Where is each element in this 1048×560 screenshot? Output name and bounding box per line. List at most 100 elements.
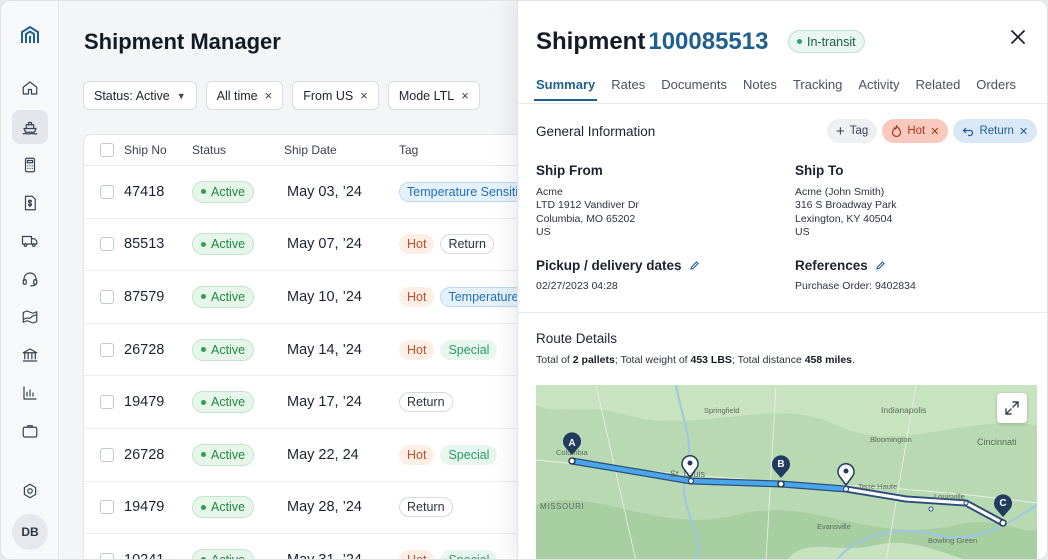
tag-special[interactable]: Special — [440, 444, 498, 465]
ship-number-cell[interactable]: 19479 — [124, 499, 165, 516]
filter-chip-time[interactable]: All time × — [205, 81, 284, 110]
route-summary: Total of 2 pallets; Total weight of 453 … — [536, 354, 855, 366]
headset-icon[interactable] — [12, 262, 48, 296]
status-dot-icon — [201, 557, 206, 559]
table-row[interactable]: 19479 Active May 28, ’24 Return — [84, 482, 602, 535]
map-marker-c[interactable]: C — [994, 494, 1012, 527]
map-marker-a[interactable]: A — [563, 432, 581, 465]
tab-rates[interactable]: Rates — [611, 77, 646, 92]
close-icon[interactable]: × — [461, 88, 469, 103]
tag-hot[interactable]: Hot ✕ — [882, 119, 949, 143]
tags-cell: Hot Return — [399, 234, 602, 255]
row-checkbox[interactable] — [100, 237, 114, 252]
tags-cell: Hot Special — [399, 339, 602, 360]
status-badge: Active — [192, 180, 255, 203]
tag-return[interactable]: Return — [440, 234, 494, 255]
table-row[interactable]: 47418 Active May 03, ’24 Temperature Sensit… — [84, 166, 602, 219]
tag-special[interactable]: Special — [440, 549, 498, 559]
tag-return[interactable]: Return ✕ — [953, 119, 1038, 143]
bank-icon[interactable] — [12, 338, 48, 372]
tag-temp[interactable]: Temperature Sensitive — [399, 181, 540, 202]
home-icon[interactable] — [12, 71, 48, 105]
table-row[interactable]: 26728 Active May 14, ’24 Hot Special — [84, 324, 602, 377]
filter-chip-origin[interactable]: From US × — [292, 81, 379, 110]
column-header-ship-no[interactable]: Ship No — [124, 143, 167, 157]
row-checkbox[interactable] — [100, 184, 114, 199]
ship-number-cell[interactable]: 85513 — [124, 236, 165, 253]
remove-tag-icon[interactable]: ✕ — [930, 125, 940, 138]
column-header-status[interactable]: Status — [192, 143, 227, 157]
table-row[interactable]: 10241 Active May 31, ’24 Hot Special — [84, 534, 602, 560]
tab-orders[interactable]: Orders — [976, 77, 1017, 92]
tab-notes[interactable]: Notes — [742, 77, 777, 92]
tag-return[interactable]: Return — [399, 497, 453, 518]
map-icon[interactable] — [12, 300, 48, 334]
tab-documents[interactable]: Documents — [661, 77, 727, 92]
row-checkbox[interactable] — [100, 395, 114, 410]
row-checkbox[interactable] — [100, 552, 114, 559]
map-pin-icon[interactable] — [837, 462, 855, 487]
ship-date-cell: May 07, ’24 — [287, 236, 362, 253]
status-badge: In-transit — [788, 30, 865, 53]
filter-chip-mode[interactable]: Mode LTL × — [387, 81, 480, 110]
edit-icon[interactable] — [689, 260, 700, 271]
close-icon[interactable]: × — [264, 88, 273, 103]
row-checkbox[interactable] — [100, 289, 114, 304]
tag-hot[interactable]: Hot — [399, 444, 435, 465]
add-tag-button[interactable]: + Tag — [827, 119, 878, 143]
table-row[interactable]: 19479 Active May 17, ’24 Return — [84, 376, 602, 429]
filter-chip-label: From US — [303, 88, 354, 103]
tag-hot[interactable]: Hot — [399, 286, 435, 307]
row-checkbox[interactable] — [100, 447, 114, 462]
column-header-ship-date[interactable]: Ship Date — [284, 143, 337, 157]
avatar[interactable]: DB — [12, 514, 48, 550]
tab-activity[interactable]: Activity — [858, 77, 900, 92]
table-row[interactable]: 26728 Active May 22, 24 Hot Special — [84, 429, 602, 482]
ship-number-cell[interactable]: 26728 — [124, 446, 165, 463]
tab-tracking[interactable]: Tracking — [792, 77, 843, 92]
remove-tag-icon[interactable]: ✕ — [1018, 125, 1029, 138]
app-logo-icon[interactable] — [19, 25, 41, 47]
ship-number-cell[interactable]: 26728 — [124, 341, 165, 358]
address-line: 316 S Broadway Park — [795, 199, 897, 212]
calculator-icon[interactable] — [12, 148, 48, 182]
ship-number-cell[interactable]: 47418 — [124, 183, 165, 200]
select-all-checkbox[interactable] — [100, 143, 114, 157]
map-marker-b[interactable]: B — [772, 455, 790, 488]
status-badge: Active — [192, 391, 255, 414]
table-row[interactable]: 85513 Active May 07, ’24 Hot Return — [84, 219, 602, 272]
row-checkbox[interactable] — [100, 342, 114, 357]
settings-icon[interactable] — [12, 474, 48, 508]
truck-icon[interactable] — [12, 224, 48, 258]
chart-icon[interactable] — [12, 376, 48, 410]
close-panel-button[interactable] — [1008, 28, 1028, 48]
ship-number-cell[interactable]: 19479 — [124, 394, 165, 411]
tag-return[interactable]: Return — [399, 392, 453, 413]
ship-date-cell: May 10, ’24 — [287, 288, 362, 305]
expand-map-button[interactable] — [997, 393, 1027, 423]
tags-cell: Return — [399, 497, 602, 518]
invoice-icon[interactable] — [12, 186, 48, 220]
column-header-tag[interactable]: Tag — [399, 143, 419, 157]
edit-icon[interactable] — [875, 260, 886, 271]
tag-hot[interactable]: Hot — [399, 234, 435, 255]
panel-title: Shipment 100085513 — [536, 28, 768, 56]
map-pin-icon[interactable] — [681, 454, 699, 479]
row-checkbox[interactable] — [100, 500, 114, 515]
route-map[interactable]: Springfield Indianapolis Bloomington Col… — [536, 385, 1037, 559]
ship-number-cell[interactable]: 87579 — [124, 288, 165, 305]
briefcase-icon[interactable] — [12, 414, 48, 448]
close-icon[interactable]: × — [360, 88, 368, 103]
tag-special[interactable]: Special — [440, 339, 498, 360]
filter-chip-status[interactable]: Status: Active ▼ — [83, 81, 197, 110]
tab-related[interactable]: Related — [915, 77, 961, 92]
shipment-detail-panel: Shipment 100085513 In-transit Summary Rate… — [517, 1, 1047, 559]
ship-number-cell[interactable]: 10241 — [124, 551, 165, 560]
status-dot-icon — [201, 294, 206, 300]
filter-chip-label: All time — [216, 88, 258, 103]
ship-icon[interactable] — [12, 110, 48, 144]
tab-summary[interactable]: Summary — [533, 77, 598, 103]
tag-hot[interactable]: Hot — [399, 339, 435, 360]
tag-hot[interactable]: Hot — [399, 549, 435, 559]
marker-label: A — [568, 438, 575, 449]
